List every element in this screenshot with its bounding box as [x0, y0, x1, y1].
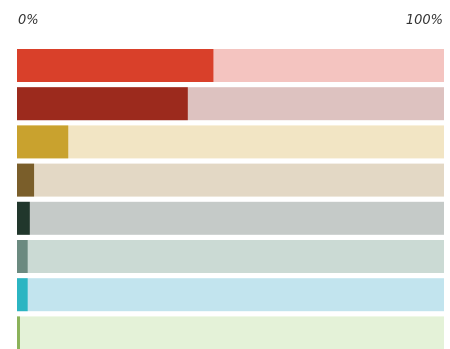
- bar-track: [17, 278, 444, 312]
- bar-fill: [17, 49, 214, 82]
- bar-fill: [17, 125, 69, 159]
- axis-min-label: 0%: [18, 13, 39, 28]
- bar-fill: [17, 87, 188, 121]
- bar-fill: [17, 316, 20, 349]
- bar-fill: [17, 240, 28, 273]
- bar-track: [17, 125, 444, 159]
- bar-fill: [17, 163, 35, 197]
- bar-track: [17, 240, 444, 273]
- bar-track: [17, 201, 444, 235]
- bar-track: [17, 163, 444, 197]
- bar-fill: [17, 278, 28, 312]
- bar-group: [17, 49, 444, 349]
- bar-fill: [17, 201, 30, 235]
- axis-max-label: 100%: [406, 13, 443, 28]
- bar-track: [17, 316, 444, 349]
